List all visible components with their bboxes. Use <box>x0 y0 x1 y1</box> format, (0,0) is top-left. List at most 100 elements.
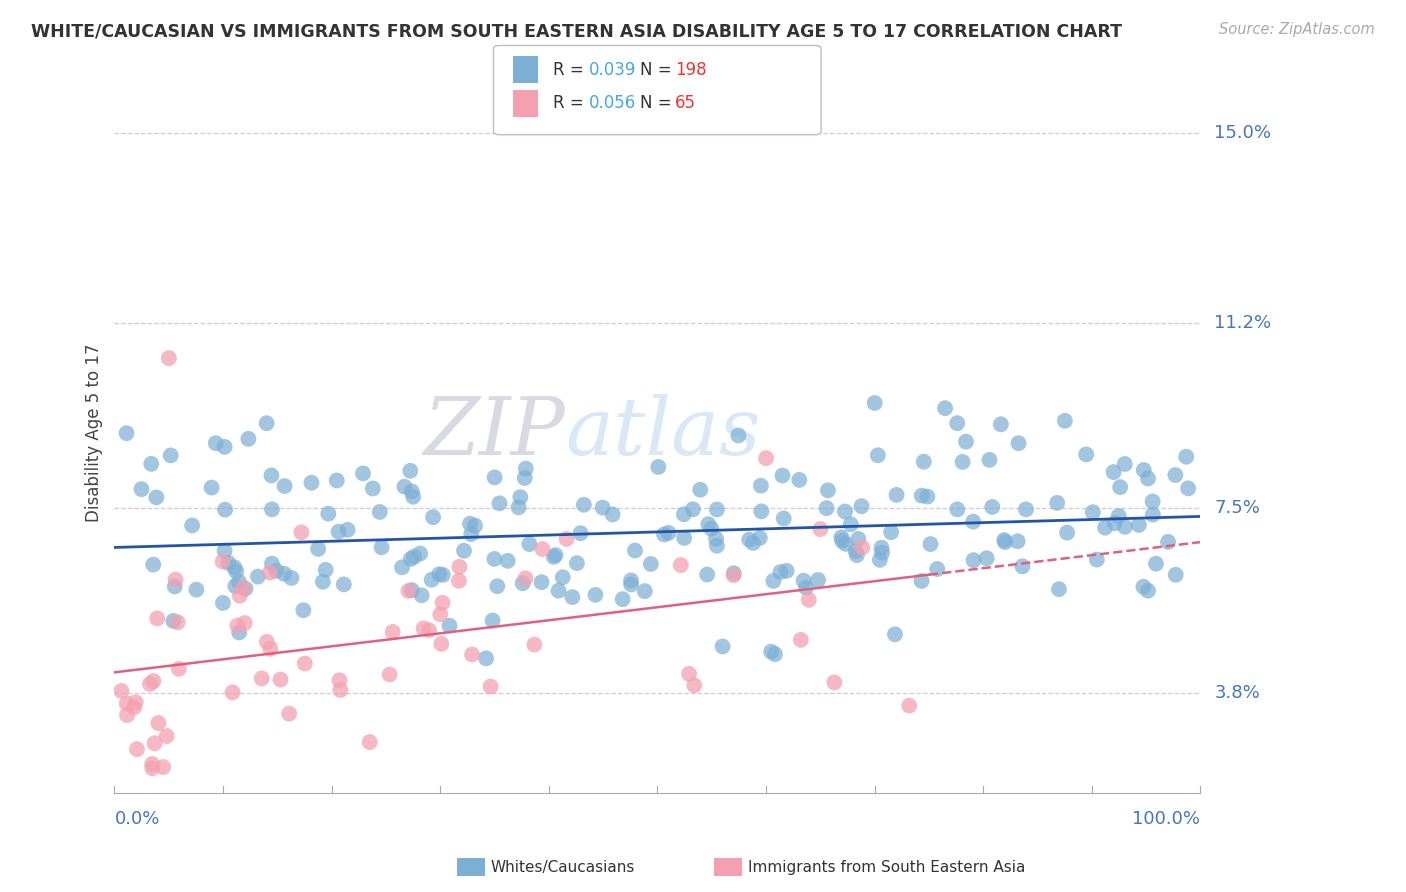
Point <box>336 523 359 537</box>
Point <box>453 543 475 558</box>
Point <box>429 607 451 622</box>
Point <box>592 500 614 515</box>
Point <box>381 624 404 639</box>
Point <box>1007 436 1029 450</box>
Text: atlas: atlas <box>565 394 761 472</box>
Point <box>211 555 233 569</box>
Y-axis label: Disability Age 5 to 17: Disability Age 5 to 17 <box>86 344 103 523</box>
Point <box>461 648 484 662</box>
Point <box>512 576 534 591</box>
Point <box>880 525 903 540</box>
Point <box>496 554 519 568</box>
Point <box>1011 559 1033 574</box>
Point <box>807 573 830 587</box>
Point <box>143 736 166 750</box>
Point <box>994 535 1017 549</box>
Point <box>748 531 770 545</box>
Point <box>368 505 391 519</box>
Point <box>620 574 643 588</box>
Point <box>513 471 536 485</box>
Point <box>246 569 269 583</box>
Point <box>952 455 974 469</box>
Point <box>620 577 643 591</box>
Point <box>250 672 273 686</box>
Point <box>634 584 657 599</box>
Point <box>817 483 839 498</box>
Point <box>759 645 782 659</box>
Point <box>706 539 728 553</box>
Point <box>486 579 509 593</box>
Point <box>990 417 1012 432</box>
Point <box>398 583 420 598</box>
Point <box>399 552 422 566</box>
Point <box>1128 518 1150 533</box>
Point <box>294 657 316 671</box>
Point <box>394 480 416 494</box>
Point <box>742 536 765 550</box>
Point <box>1056 525 1078 540</box>
Point <box>214 502 236 516</box>
Text: 100.0%: 100.0% <box>1132 810 1201 828</box>
Point <box>411 588 433 602</box>
Point <box>689 483 711 497</box>
Point <box>920 537 942 551</box>
Text: Whites/Caucasians: Whites/Caucasians <box>491 860 636 874</box>
Point <box>1177 481 1199 495</box>
Point <box>162 614 184 628</box>
Point <box>845 544 868 558</box>
Point <box>401 484 423 499</box>
Point <box>1081 505 1104 519</box>
Point <box>946 416 969 430</box>
Point <box>361 482 384 496</box>
Point <box>652 527 675 541</box>
Point <box>420 573 443 587</box>
Point <box>260 557 283 571</box>
Point <box>1142 508 1164 522</box>
Point <box>508 500 530 515</box>
Text: R =: R = <box>553 61 589 78</box>
Point <box>1108 508 1130 523</box>
Text: Source: ZipAtlas.com: Source: ZipAtlas.com <box>1219 22 1375 37</box>
Point <box>1142 494 1164 508</box>
Point <box>1104 516 1126 531</box>
Text: 65: 65 <box>675 95 696 112</box>
Point <box>544 548 567 562</box>
Point <box>640 557 662 571</box>
Point <box>612 592 634 607</box>
Point <box>352 467 374 481</box>
Point <box>131 482 153 496</box>
Point <box>205 436 228 450</box>
Point <box>839 517 862 532</box>
Point <box>898 698 921 713</box>
Point <box>551 570 574 584</box>
Point <box>955 434 977 449</box>
Point <box>845 548 868 562</box>
Point <box>787 473 810 487</box>
Point <box>515 461 537 475</box>
Text: 11.2%: 11.2% <box>1215 314 1271 332</box>
Point <box>259 566 281 580</box>
Point <box>233 615 256 630</box>
Point <box>460 527 482 541</box>
Point <box>266 564 288 578</box>
Point <box>823 675 845 690</box>
Point <box>430 637 453 651</box>
Point <box>772 511 794 525</box>
Point <box>993 533 1015 547</box>
Point <box>484 552 506 566</box>
Point <box>312 574 335 589</box>
Point <box>678 666 700 681</box>
Point <box>869 553 891 567</box>
Point <box>624 543 647 558</box>
Point <box>697 517 720 532</box>
Point <box>1094 521 1116 535</box>
Point <box>1085 552 1108 566</box>
Point <box>212 596 235 610</box>
Point <box>910 574 932 588</box>
Point <box>565 556 588 570</box>
Point <box>831 533 853 548</box>
Point <box>1132 580 1154 594</box>
Point <box>238 432 260 446</box>
Point <box>235 582 257 596</box>
Point <box>115 697 138 711</box>
